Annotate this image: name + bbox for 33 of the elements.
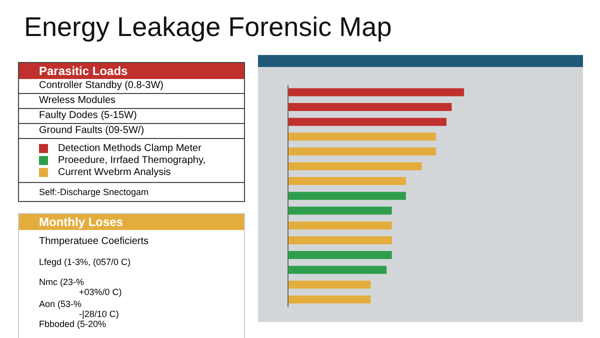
bar xyxy=(288,132,436,141)
text: Monthly Loses xyxy=(19,214,244,230)
bar xyxy=(288,147,436,156)
bar xyxy=(288,103,452,112)
bar xyxy=(288,251,392,260)
bar xyxy=(288,206,392,215)
bar xyxy=(288,236,392,244)
text: Faulty Dodes (5-15W) xyxy=(19,109,244,124)
bar xyxy=(288,192,406,200)
text: Detection Methods Clamp Meter xyxy=(57,143,202,154)
text: Self:-Discharge Snectogam xyxy=(38,186,150,199)
bar xyxy=(288,266,387,274)
bar xyxy=(288,221,392,230)
text: Parasitic Loads xyxy=(19,63,244,79)
text: Proeedure, Irrfaed Themography, xyxy=(57,155,206,166)
text: Ground Faults (09-5W/) xyxy=(19,124,244,139)
text: Lfegd (1-3%, (057/0 C) xyxy=(38,256,132,267)
text: +03%/0 C) xyxy=(78,287,123,297)
text: -|28/10 C) xyxy=(78,309,120,319)
bar xyxy=(288,88,464,96)
text: Thmperatuee Coeficierts xyxy=(38,235,150,247)
text: Current Wvebrm Analysis xyxy=(57,167,172,178)
bar xyxy=(288,118,446,126)
text: Controller Standby (0.8-3W) xyxy=(19,79,244,94)
bar xyxy=(288,162,422,170)
text: Aon (53-% xyxy=(38,298,83,309)
text: Wreless Modules xyxy=(19,94,244,109)
chart-title: Energy Leakage Forensic Map xyxy=(24,12,392,43)
bar xyxy=(288,295,371,304)
bar xyxy=(288,177,406,186)
text: Fbboded (5-20% xyxy=(38,319,108,329)
bar xyxy=(288,280,371,289)
text: Nmc (23-% xyxy=(38,276,86,287)
